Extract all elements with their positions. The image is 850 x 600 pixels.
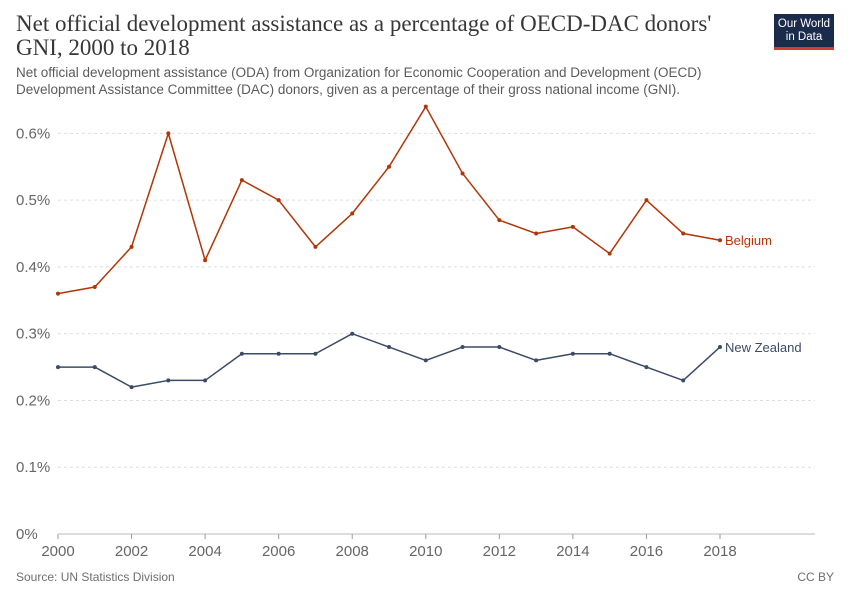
data-point-belgium[interactable] [56, 291, 60, 296]
data-point-new-zealand[interactable] [681, 378, 686, 383]
data-point-belgium[interactable] [276, 198, 281, 203]
data-point-belgium[interactable] [166, 131, 171, 136]
x-tick-label: 2014 [556, 543, 589, 560]
y-tick-label: 0.3% [16, 326, 50, 343]
grid-lines [58, 132, 815, 535]
data-point-new-zealand[interactable] [203, 378, 208, 383]
data-point-belgium[interactable] [350, 211, 355, 216]
data-point-new-zealand[interactable] [497, 345, 502, 350]
chart-subtitle: Net official development assistance (ODA… [16, 65, 702, 97]
series-label-belgium[interactable]: Belgium [725, 233, 772, 248]
series-label-new-zealand[interactable]: New Zealand [725, 340, 802, 355]
data-point-new-zealand[interactable] [313, 351, 318, 356]
data-point-belgium[interactable] [239, 178, 244, 183]
source-note: Source: UN Statistics Division [16, 570, 175, 584]
data-point-new-zealand[interactable] [56, 365, 60, 370]
data-point-belgium[interactable] [313, 244, 318, 249]
data-point-belgium[interactable] [203, 258, 208, 263]
logo-line-1: Our World [777, 18, 831, 30]
data-point-new-zealand[interactable] [423, 358, 428, 363]
data-point-belgium[interactable] [497, 218, 502, 223]
data-point-new-zealand[interactable] [129, 385, 134, 390]
data-point-belgium[interactable] [534, 231, 539, 236]
series-line-new-zealand[interactable] [58, 332, 721, 388]
data-point-belgium[interactable] [681, 231, 686, 236]
y-tick-label: 0.2% [16, 392, 50, 409]
series-group: Belgium New Zealand [56, 104, 802, 390]
x-tick-label: 2018 [703, 543, 736, 560]
y-tick-label: 0.6% [16, 125, 50, 142]
data-point-belgium[interactable] [460, 171, 465, 176]
data-point-belgium[interactable] [570, 224, 575, 229]
y-tick-label: 0.1% [16, 459, 50, 476]
x-axis-ticks: 2000 2002 2004 2006 2008 2010 2012 2014 2016 2018 [41, 534, 737, 560]
y-tick-label: 0% [16, 526, 38, 543]
data-point-belgium[interactable] [92, 284, 97, 289]
data-point-new-zealand[interactable] [718, 345, 722, 350]
data-point-belgium[interactable] [718, 238, 722, 243]
x-tick-label: 2010 [409, 543, 442, 560]
owid-logo[interactable]: Our World in Data [774, 14, 834, 50]
y-tick-label: 0.5% [16, 192, 50, 209]
license-link[interactable]: CC BY [797, 570, 834, 584]
x-tick-label: 2008 [336, 543, 369, 560]
data-point-new-zealand[interactable] [607, 351, 612, 356]
data-point-new-zealand[interactable] [644, 365, 649, 370]
data-point-belgium[interactable] [387, 164, 391, 169]
data-point-new-zealand[interactable] [460, 345, 465, 350]
data-point-belgium[interactable] [644, 198, 649, 203]
y-tick-label: 0.4% [16, 259, 50, 276]
data-point-new-zealand[interactable] [92, 365, 97, 370]
x-tick-label: 2006 [262, 543, 295, 560]
data-point-new-zealand[interactable] [350, 331, 355, 336]
data-point-belgium[interactable] [129, 244, 134, 249]
data-point-new-zealand[interactable] [166, 378, 171, 383]
x-tick-label: 2004 [188, 543, 221, 560]
x-tick-label: 2002 [115, 543, 148, 560]
chart-title: Net official development assistance as a… [16, 11, 712, 60]
y-axis-ticks: 0% 0.1% 0.2% 0.3% 0.4% 0.5% 0.6% [16, 125, 50, 543]
data-point-new-zealand[interactable] [570, 351, 575, 356]
logo-line-2: in Data [785, 31, 823, 43]
data-point-new-zealand[interactable] [276, 351, 281, 356]
data-point-new-zealand[interactable] [387, 345, 391, 350]
x-tick-label: 2012 [483, 543, 516, 560]
x-tick-label: 2016 [630, 543, 663, 560]
data-point-new-zealand[interactable] [534, 358, 539, 363]
data-point-belgium[interactable] [423, 104, 428, 109]
data-point-belgium[interactable] [607, 251, 612, 256]
x-tick-label: 2000 [41, 543, 74, 560]
data-point-new-zealand[interactable] [239, 351, 244, 356]
